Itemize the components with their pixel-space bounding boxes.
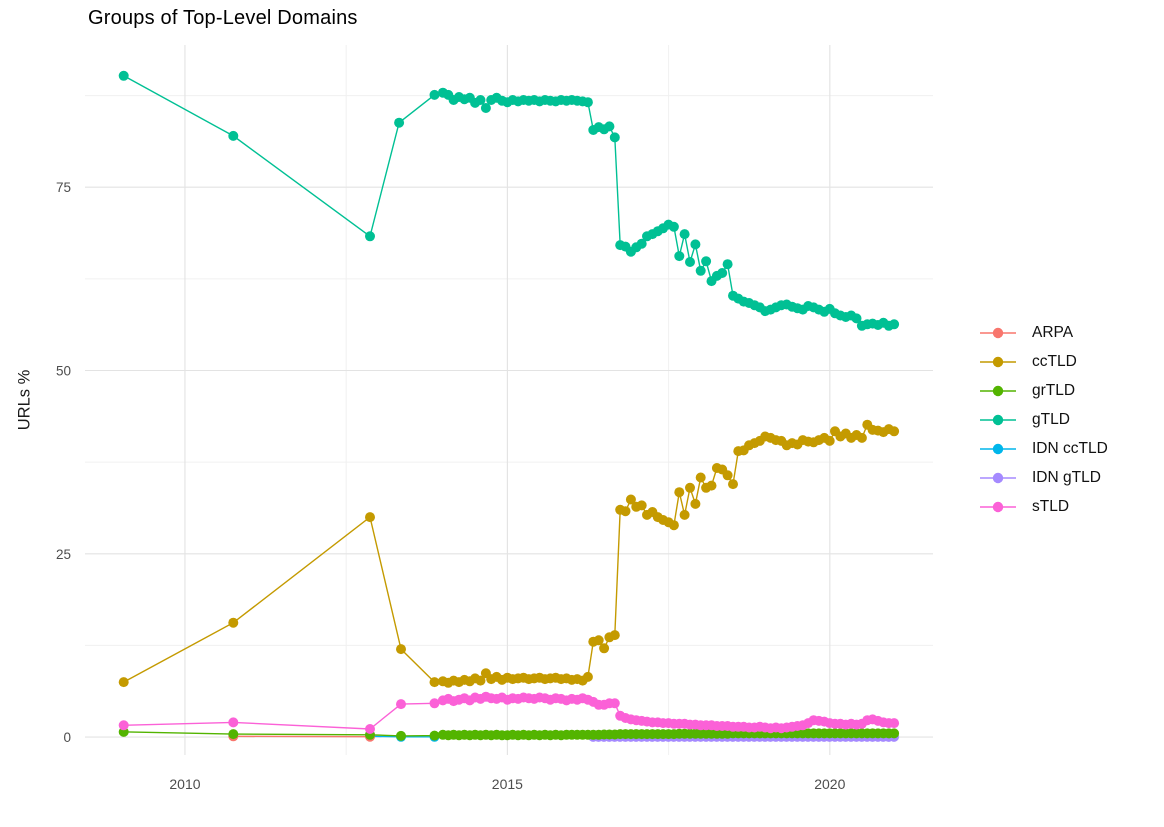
legend-item-arpa: ARPA	[980, 322, 1108, 344]
data-point	[706, 480, 717, 491]
data-point	[609, 630, 620, 641]
data-point	[228, 717, 239, 728]
data-point	[695, 472, 706, 483]
data-point	[636, 238, 647, 249]
legend-key-cctld-icon	[980, 356, 1016, 368]
data-point	[889, 718, 900, 729]
series-grtld	[118, 726, 900, 741]
data-point	[365, 724, 375, 734]
data-point	[396, 644, 406, 655]
data-point	[228, 130, 239, 141]
legend-item-idn-gtld: IDN gTLD	[980, 467, 1108, 489]
data-point	[701, 256, 712, 267]
data-point	[475, 675, 486, 686]
legend-key-stld-icon	[980, 501, 1016, 513]
legend-item-cctld: ccTLD	[980, 351, 1108, 373]
legend-item-gtld: gTLD	[980, 409, 1108, 431]
y-tick-label: 25	[56, 547, 71, 562]
legend-item-stld: sTLD	[980, 496, 1108, 518]
legend-key-grtld-icon	[980, 385, 1016, 397]
series-cctld	[118, 419, 900, 688]
legend-key-gtld-icon	[980, 414, 1016, 426]
data-point	[722, 259, 733, 270]
legend-label: gTLD	[1032, 411, 1070, 428]
series-gtld	[118, 70, 900, 331]
x-tick-label: 2015	[492, 776, 523, 792]
data-point	[889, 426, 900, 437]
data-point	[118, 720, 129, 731]
data-point	[604, 121, 615, 132]
data-point	[396, 730, 406, 741]
data-point	[429, 698, 440, 709]
data-point	[228, 729, 239, 740]
legend-item-idn-cctld: IDN ccTLD	[980, 438, 1108, 460]
legend-key-idn-cctld-icon	[980, 443, 1016, 455]
data-point	[889, 728, 900, 739]
legend-item-grtld: grTLD	[980, 380, 1108, 402]
legend-key-idn-gtld-icon	[980, 472, 1016, 484]
data-point	[679, 229, 690, 240]
legend: ARPA ccTLD grTLD gTLD IDN ccTLD IDN gTLD sTLD	[980, 322, 1108, 525]
data-point	[668, 221, 679, 232]
data-point	[685, 257, 695, 267]
data-point	[668, 520, 679, 531]
data-point	[365, 231, 375, 242]
data-point	[679, 509, 690, 520]
data-point	[609, 132, 620, 143]
data-point	[593, 635, 604, 646]
data-point	[480, 103, 491, 113]
data-point	[599, 643, 610, 654]
data-point	[717, 268, 728, 278]
x-tick-label: 2020	[814, 776, 845, 792]
data-point	[228, 617, 239, 628]
series-arpa	[228, 731, 375, 742]
data-point	[582, 671, 593, 682]
data-point	[690, 239, 701, 250]
data-point	[690, 498, 701, 509]
data-point	[685, 482, 695, 493]
legend-label: IDN gTLD	[1032, 469, 1101, 486]
chart-title: Groups of Top-Level Domains	[88, 7, 358, 29]
data-point	[824, 435, 835, 446]
y-tick-label: 0	[63, 730, 71, 745]
data-point	[365, 512, 375, 523]
data-point	[475, 95, 486, 105]
data-point	[429, 677, 440, 688]
data-point	[625, 494, 636, 505]
data-point	[118, 677, 129, 688]
y-tick-label: 50	[56, 363, 71, 378]
legend-label: ccTLD	[1032, 353, 1077, 370]
series-stld	[118, 691, 900, 734]
data-point	[728, 479, 738, 490]
legend-label: sTLD	[1032, 498, 1070, 515]
data-point	[695, 265, 706, 276]
data-point	[429, 89, 440, 100]
data-point	[636, 500, 647, 511]
data-point	[889, 319, 900, 330]
data-point	[118, 70, 129, 81]
data-point	[396, 699, 406, 710]
legend-label: ARPA	[1032, 324, 1074, 341]
data-point	[856, 432, 867, 443]
data-point	[582, 97, 593, 108]
x-tick-label: 2010	[169, 776, 200, 792]
data-point	[722, 470, 733, 481]
data-point	[851, 313, 862, 324]
legend-key-arpa-icon	[980, 327, 1016, 339]
data-point	[429, 730, 440, 741]
legend-label: IDN ccTLD	[1032, 440, 1108, 457]
data-point	[674, 251, 685, 262]
y-tick-label: 75	[56, 180, 71, 195]
data-point	[394, 117, 405, 128]
data-point	[609, 698, 620, 709]
data-point	[674, 487, 685, 498]
legend-label: grTLD	[1032, 382, 1076, 399]
data-point	[620, 506, 631, 517]
